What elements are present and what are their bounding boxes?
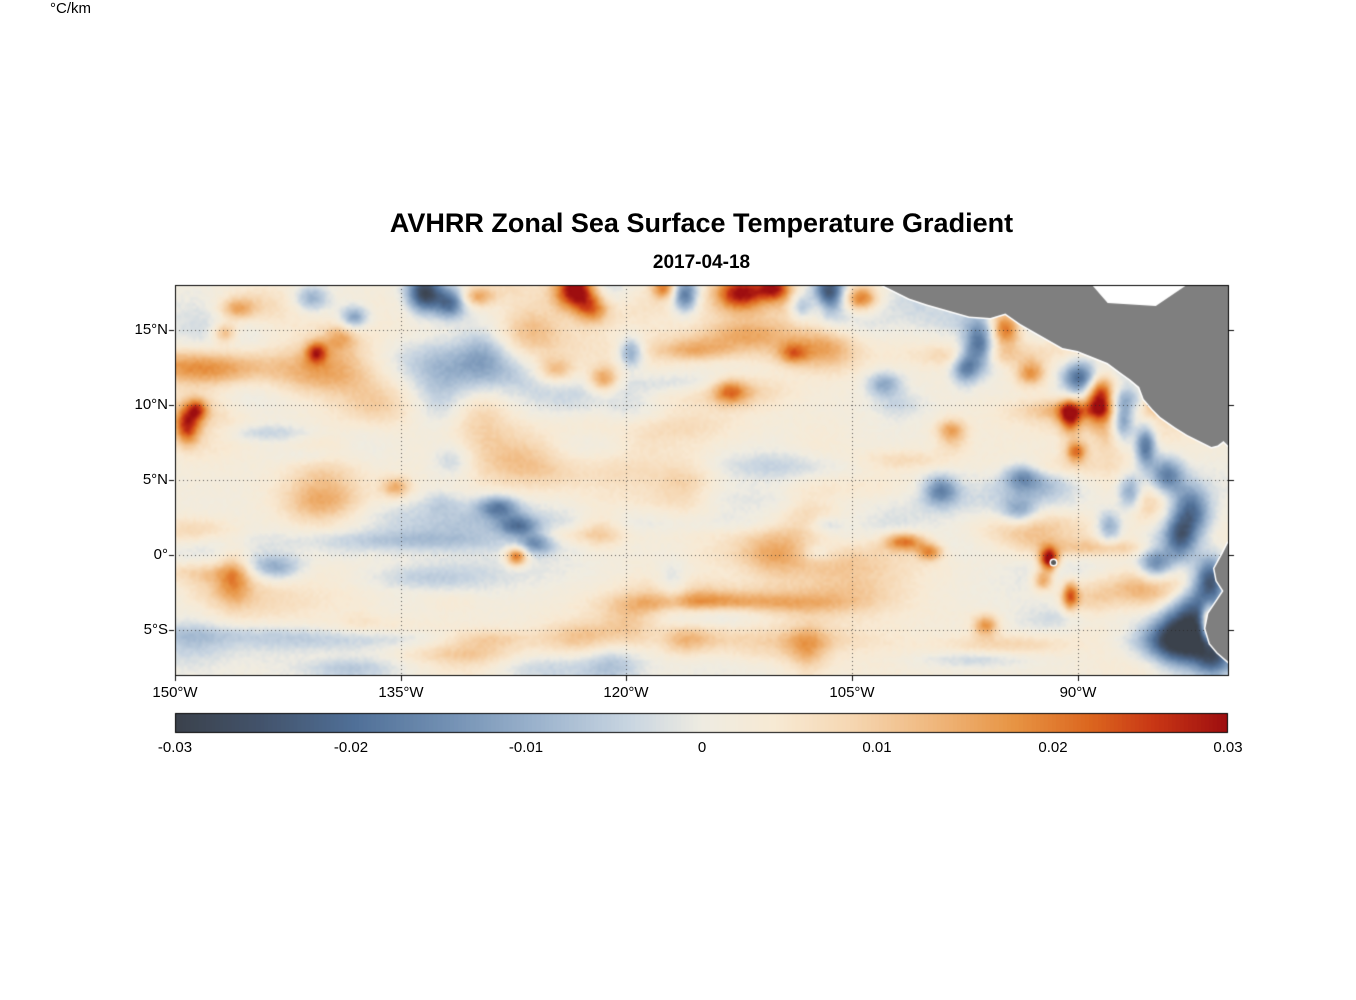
colorbar-tick-label: 0 bbox=[697, 739, 707, 756]
x-tick-label-150w: 150°W bbox=[152, 684, 198, 701]
colorbar-tick-label: 0.01 bbox=[862, 739, 892, 756]
colorbar-tick-label: -0.01 bbox=[508, 739, 544, 756]
y-tick-label-15n: 15°N bbox=[134, 321, 168, 338]
colorbar-tick-label: 0.03 bbox=[1213, 739, 1243, 756]
x-tick-label-120w: 120°W bbox=[603, 684, 649, 701]
y-tick-label-5n: 5°N bbox=[142, 471, 168, 488]
colorbar-tick-label: -0.03 bbox=[157, 739, 193, 756]
colorbar-tick-label: -0.02 bbox=[333, 739, 369, 756]
x-tick-label-135w: 135°W bbox=[378, 684, 424, 701]
y-tick-label-10n: 10°N bbox=[134, 396, 168, 413]
chart-subtitle: 2017-04-18 bbox=[652, 252, 751, 273]
x-tick-label-105w: 105°W bbox=[829, 684, 875, 701]
x-tick-label-90w: 90°W bbox=[1059, 684, 1097, 701]
y-tick-label-5s: 5°S bbox=[143, 621, 168, 638]
chart-title: AVHRR Zonal Sea Surface Temperature Grad… bbox=[389, 208, 1014, 238]
y-tick-label-0: 0° bbox=[153, 546, 168, 563]
colorbar-tick-label: 0.02 bbox=[1038, 739, 1068, 756]
